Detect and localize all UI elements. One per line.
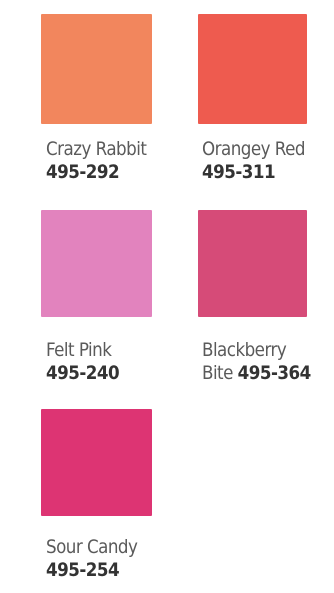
swatch-name: Sour Candy bbox=[46, 536, 138, 558]
swatch-name: Blackberry bbox=[202, 339, 287, 361]
swatch-code: 495-240 bbox=[46, 362, 120, 384]
swatch-code: 495-254 bbox=[46, 559, 120, 581]
color-swatch-orangey-red bbox=[198, 14, 307, 124]
swatch-name: Orangey Red bbox=[202, 138, 305, 160]
color-swatch-sour-candy bbox=[41, 409, 152, 516]
swatch-name-continued: Bite bbox=[202, 362, 233, 384]
swatch-code: 495-292 bbox=[46, 161, 120, 183]
color-swatch-blackberry-bite bbox=[198, 210, 307, 317]
swatch-label-sour-candy: Sour Candy 495-254 bbox=[46, 536, 138, 582]
swatch-code: 495-311 bbox=[202, 161, 276, 183]
swatch-label-orangey-red: Orangey Red 495-311 bbox=[202, 138, 305, 184]
swatch-label-felt-pink: Felt Pink 495-240 bbox=[46, 339, 120, 385]
swatch-label-blackberry-bite: Blackberry Bite 495-364 bbox=[202, 339, 311, 385]
color-swatch-crazy-rabbit bbox=[41, 14, 152, 124]
swatch-label-crazy-rabbit: Crazy Rabbit 495-292 bbox=[46, 138, 147, 184]
swatch-name: Crazy Rabbit bbox=[46, 138, 147, 160]
swatch-code: 495-364 bbox=[237, 362, 312, 384]
color-swatch-felt-pink bbox=[41, 210, 152, 317]
swatch-name: Felt Pink bbox=[46, 339, 112, 361]
